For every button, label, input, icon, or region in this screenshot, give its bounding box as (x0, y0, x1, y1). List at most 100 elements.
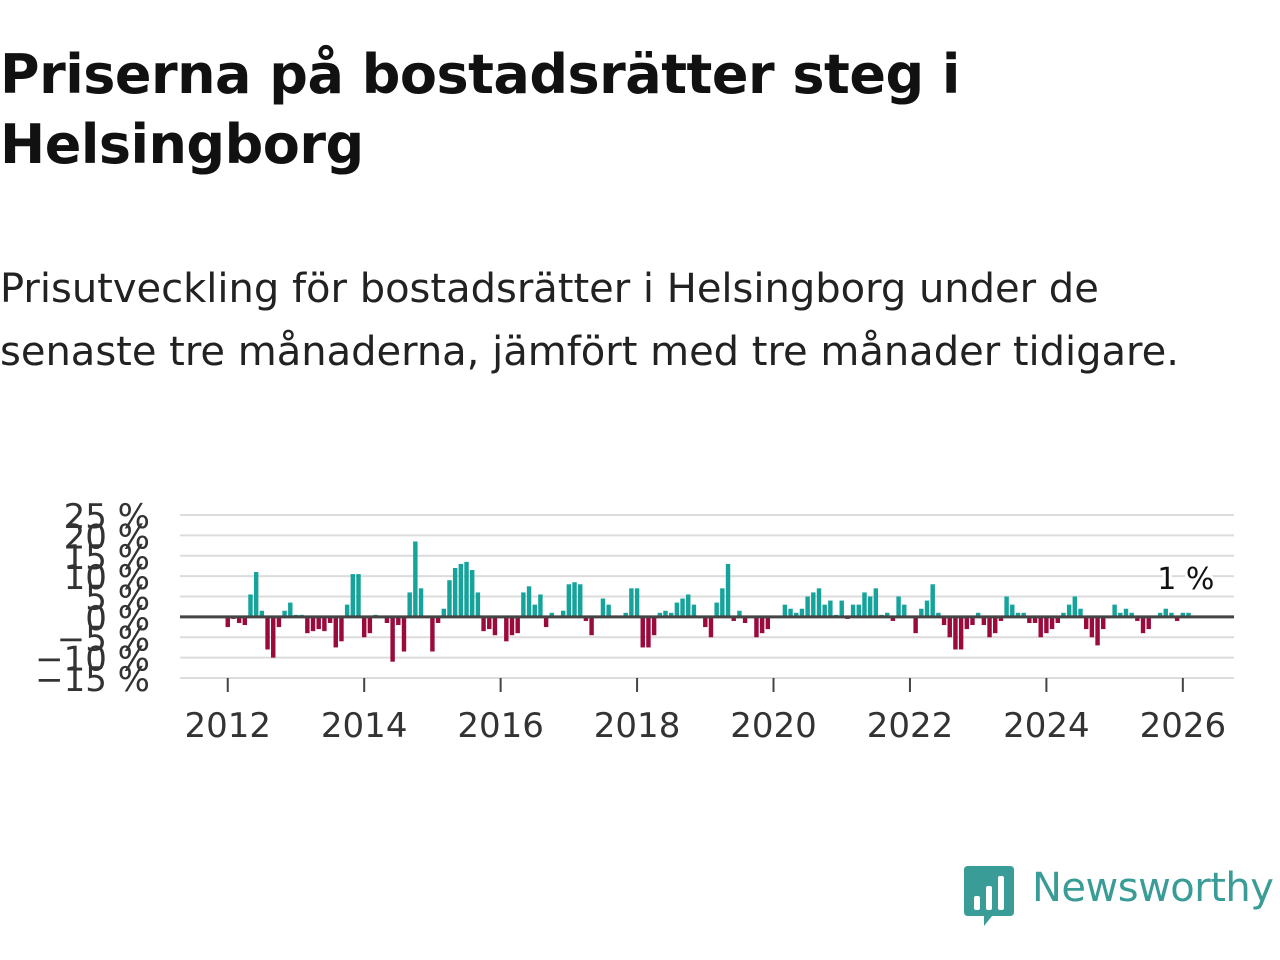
bar (1123, 608, 1129, 617)
bar (390, 616, 395, 662)
x-tick-label: 2016 (457, 706, 544, 746)
bar (515, 616, 520, 634)
bar (1135, 616, 1140, 621)
bar (913, 616, 918, 634)
bar (816, 588, 822, 617)
newsworthy-logo-icon (964, 866, 1014, 926)
bar (481, 616, 486, 632)
bar (288, 602, 293, 617)
bar (788, 608, 793, 617)
bar (998, 616, 1004, 621)
bar (1186, 612, 1191, 617)
bar (1072, 596, 1078, 617)
bar (396, 616, 401, 626)
bar (919, 608, 924, 617)
bar (475, 592, 481, 617)
bar (600, 598, 606, 617)
bar (811, 592, 816, 617)
bar (634, 588, 640, 617)
bar (862, 592, 867, 617)
bar (407, 592, 412, 617)
y-tick-label: −10 % (35, 640, 150, 680)
y-tick-label: −5 % (57, 619, 150, 659)
bar (259, 610, 265, 617)
bar (941, 616, 947, 626)
bar (333, 616, 338, 648)
bar (970, 616, 975, 626)
bar (708, 616, 714, 638)
bar (1146, 616, 1151, 630)
bar (856, 604, 861, 617)
bar (430, 616, 435, 652)
bar (401, 616, 407, 652)
bar (1066, 604, 1072, 617)
last-value-annotation: 1 % (1154, 559, 1217, 600)
bar (344, 604, 350, 617)
bar (867, 596, 873, 617)
x-tick-label: 2022 (867, 706, 954, 746)
bar (589, 616, 594, 636)
bar (890, 616, 896, 621)
bar (725, 563, 731, 617)
y-tick-label: −15 % (35, 660, 150, 700)
bar (1101, 616, 1106, 630)
bar (492, 616, 498, 636)
x-tick-label: 2020 (730, 706, 817, 746)
x-tick-label: 2018 (594, 706, 681, 746)
bar (953, 616, 958, 650)
bar (225, 616, 230, 628)
bar (509, 616, 515, 636)
y-axis: −15 %−10 %−5 %0 %5 %10 %15 %20 %25 % (35, 497, 150, 700)
bars (225, 541, 1191, 662)
bar (993, 616, 998, 634)
x-tick-label: 2024 (1003, 706, 1090, 746)
bar (1078, 608, 1083, 617)
bar (1169, 612, 1174, 617)
bar (435, 616, 441, 623)
bar (794, 612, 799, 617)
bar (526, 586, 532, 617)
bar (651, 616, 657, 636)
bar (987, 616, 992, 638)
bar (947, 616, 952, 638)
bar (413, 541, 418, 617)
bar (668, 612, 674, 617)
bar-chart: −15 %−10 %−5 %0 %5 %10 %15 %20 %25 % 201… (35, 497, 1234, 746)
y-tick-label: 20 % (64, 517, 150, 557)
bar (271, 616, 276, 658)
bar (339, 616, 344, 642)
bar (356, 574, 361, 617)
bar (754, 616, 759, 638)
bar (674, 602, 680, 617)
bar (441, 608, 446, 617)
bar (1180, 612, 1186, 617)
bar (850, 604, 856, 617)
bar (350, 574, 356, 617)
bar (1021, 612, 1026, 617)
bar (464, 561, 469, 617)
bar (1112, 604, 1117, 617)
bar (936, 612, 941, 617)
bar (1089, 616, 1095, 638)
bar (958, 616, 964, 650)
bar (248, 594, 253, 617)
bar (236, 616, 242, 623)
y-tick-label: 0 % (85, 599, 150, 639)
bar (924, 600, 930, 617)
bar (253, 572, 259, 617)
bar (458, 563, 464, 617)
bar (873, 588, 879, 617)
bar (1004, 596, 1009, 617)
bar (1049, 616, 1055, 630)
bar (765, 616, 771, 630)
bar (822, 604, 827, 617)
bar (640, 616, 645, 648)
bar (1083, 616, 1089, 630)
bar (930, 584, 935, 617)
x-axis: 2012 2014 2016 2018 2020 2022 2024 2026 (184, 678, 1226, 746)
bar (538, 594, 543, 617)
bar (487, 616, 492, 630)
bar (703, 616, 708, 628)
bar (361, 616, 367, 638)
bar (265, 616, 270, 650)
